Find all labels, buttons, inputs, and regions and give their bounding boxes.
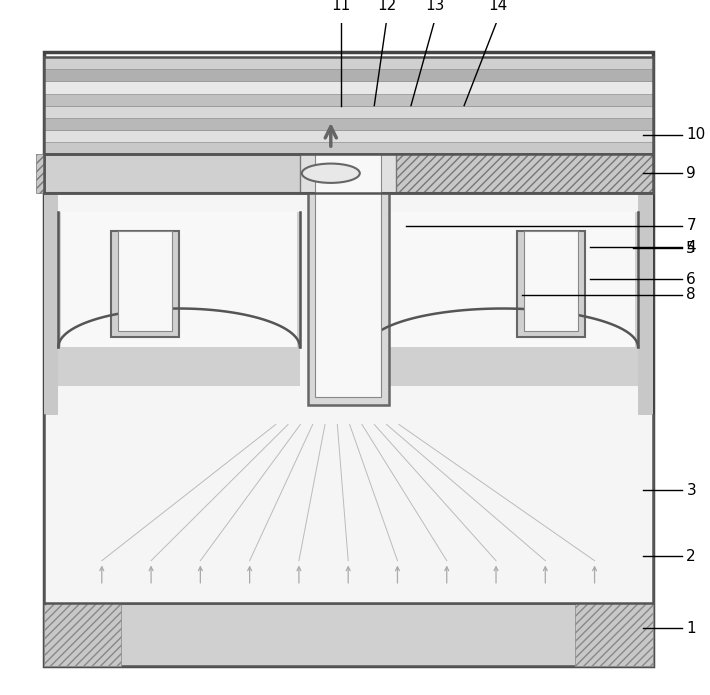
Bar [44, 154, 58, 415]
Bar [300, 154, 396, 193]
Bar [44, 193, 652, 415]
Text: 11: 11 [332, 0, 351, 13]
Bar [44, 57, 652, 154]
Bar [575, 603, 652, 666]
Text: 3: 3 [687, 482, 696, 498]
Bar [44, 81, 652, 94]
Bar [368, 212, 638, 386]
Text: 8: 8 [687, 288, 696, 302]
Text: 2: 2 [687, 548, 696, 564]
Bar [371, 212, 635, 348]
Bar [119, 231, 173, 331]
Bar [396, 154, 652, 193]
Bar [638, 154, 652, 415]
Text: 6: 6 [687, 272, 696, 286]
Ellipse shape [302, 163, 360, 183]
Bar [44, 94, 652, 106]
Bar [44, 57, 652, 70]
Text: 5: 5 [687, 240, 696, 256]
Text: 10: 10 [687, 127, 706, 142]
Bar [44, 154, 652, 193]
Bar [44, 142, 652, 154]
Bar [518, 231, 585, 338]
Text: 14: 14 [488, 0, 508, 13]
Bar [61, 212, 297, 348]
Bar [111, 231, 179, 338]
Bar [58, 212, 300, 386]
Bar [36, 154, 44, 193]
Bar [44, 117, 652, 130]
Bar [524, 231, 578, 331]
Bar [44, 415, 652, 603]
Text: 4: 4 [687, 240, 696, 254]
Text: 1: 1 [687, 621, 696, 636]
Bar [44, 52, 652, 666]
Bar [44, 603, 121, 666]
Text: 12: 12 [377, 0, 396, 13]
Bar [44, 603, 652, 666]
Bar [44, 70, 652, 81]
Bar [307, 154, 389, 405]
Bar [44, 106, 652, 117]
Bar [44, 130, 652, 142]
Text: 13: 13 [425, 0, 445, 13]
Bar [315, 154, 381, 398]
Bar [44, 154, 652, 193]
Text: 7: 7 [687, 218, 696, 234]
Text: 9: 9 [687, 165, 696, 181]
